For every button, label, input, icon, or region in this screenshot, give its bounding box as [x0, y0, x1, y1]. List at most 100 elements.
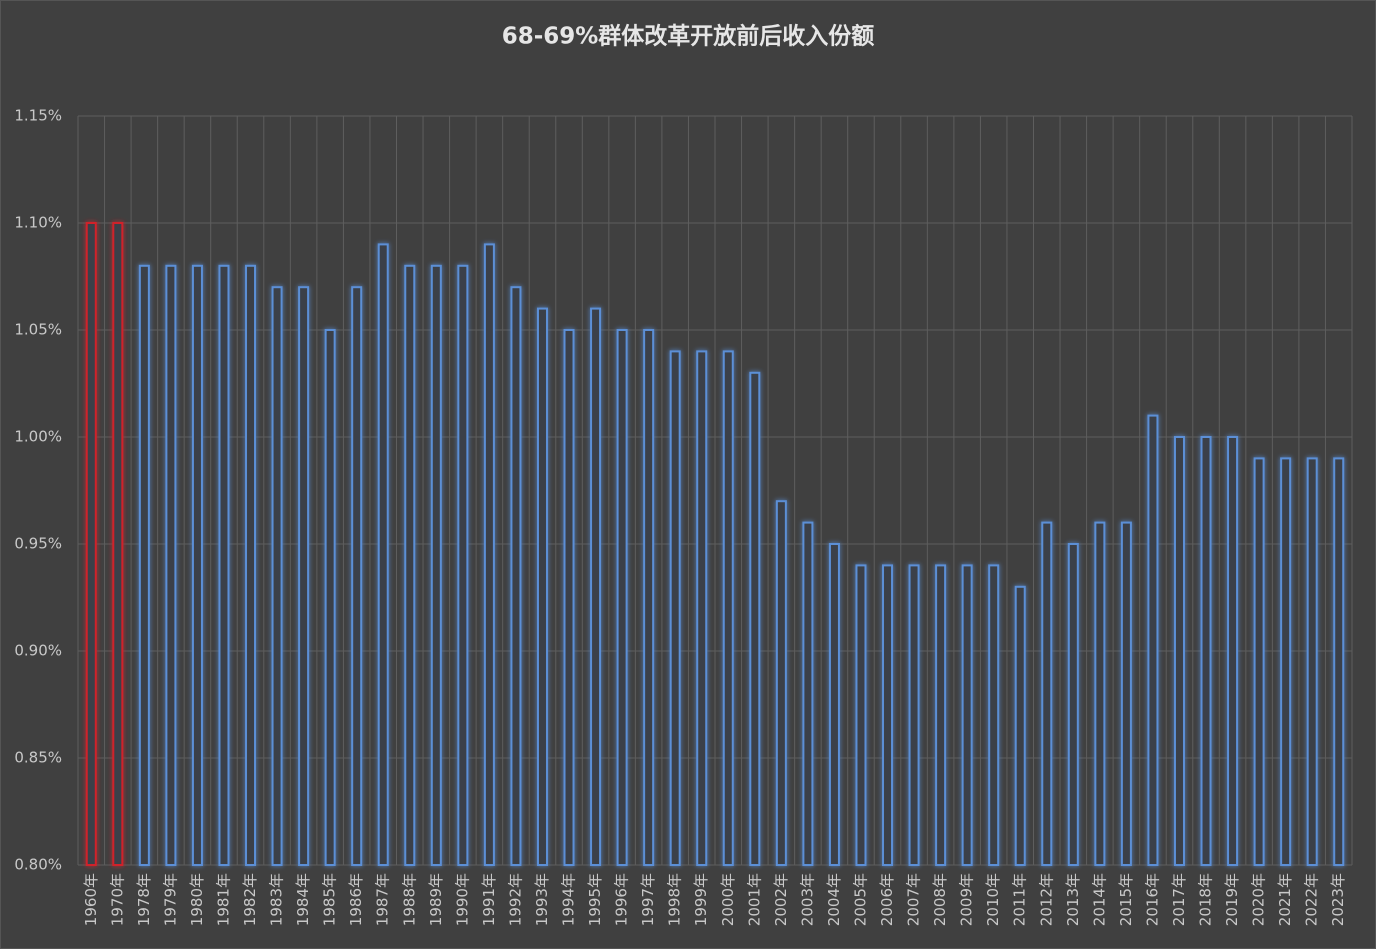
bar	[536, 307, 548, 867]
x-tick-label: 2012年	[1037, 873, 1055, 926]
bar	[935, 564, 947, 867]
bar	[165, 264, 177, 866]
x-tick-label: 2017年	[1170, 873, 1188, 926]
bar	[988, 564, 1000, 867]
bar	[1120, 521, 1132, 866]
x-tick-label: 1990年	[453, 873, 471, 926]
bar	[1067, 543, 1079, 866]
x-tick-label: 1985年	[321, 873, 339, 926]
bar	[85, 222, 97, 866]
bar	[855, 564, 867, 867]
x-tick-label: 2000年	[719, 873, 737, 926]
x-tick-label: 2015年	[1117, 873, 1135, 926]
y-tick-label: 0.95%	[14, 535, 62, 553]
x-tick-label: 1995年	[586, 873, 604, 926]
bar	[1041, 521, 1053, 866]
bar	[430, 264, 442, 866]
y-tick-label: 1.05%	[14, 321, 62, 339]
x-tick-label: 2013年	[1064, 873, 1082, 926]
x-tick-label: 1989年	[427, 873, 445, 926]
bar	[828, 543, 840, 866]
bar	[563, 329, 575, 866]
x-tick-label: 2011年	[1011, 873, 1029, 926]
bar	[324, 329, 336, 866]
x-tick-label: 1986年	[347, 873, 365, 926]
x-tick-label: 1992年	[506, 873, 524, 926]
bar	[1280, 457, 1292, 866]
bar	[1094, 521, 1106, 866]
x-tick-label: 2006年	[878, 873, 896, 926]
bar	[483, 243, 495, 866]
x-tick-label: 1999年	[692, 873, 710, 926]
x-tick-label: 2009年	[958, 873, 976, 926]
bar	[404, 264, 416, 866]
bar	[377, 243, 389, 866]
x-tick-label: 2019年	[1223, 873, 1241, 926]
x-tick-label: 2023年	[1329, 873, 1347, 926]
bar	[590, 307, 602, 867]
x-tick-label: 2016年	[1143, 873, 1161, 926]
x-tick-label: 1993年	[533, 873, 551, 926]
bar	[749, 371, 761, 866]
bar	[696, 350, 708, 866]
x-tick-label: 1987年	[374, 873, 392, 926]
y-tick-label: 1.00%	[14, 428, 62, 446]
x-tick-label: 1983年	[268, 873, 286, 926]
x-tick-label: 2008年	[931, 873, 949, 926]
x-tick-label: 1978年	[135, 873, 153, 926]
bar	[1200, 436, 1212, 866]
x-tick-label: 1991年	[480, 873, 498, 926]
x-tick-label: 1981年	[214, 873, 232, 926]
x-tick-label: 1982年	[241, 873, 259, 926]
x-tick-label: 2014年	[1090, 873, 1108, 926]
bar	[218, 264, 230, 866]
x-tick-label: 2007年	[905, 873, 923, 926]
x-tick-label: 2005年	[851, 873, 869, 926]
bar	[271, 286, 283, 866]
x-tick-label: 2020年	[1250, 873, 1268, 926]
bar	[882, 564, 894, 867]
x-tick-label: 1994年	[560, 873, 578, 926]
chart-title: 68-69%群体改革开放前后收入份额	[502, 23, 875, 50]
x-tick-label: 1970年	[108, 873, 126, 926]
bar	[457, 264, 469, 866]
x-tick-label: 1996年	[613, 873, 631, 926]
x-tick-label: 2022年	[1303, 873, 1321, 926]
y-tick-label: 0.85%	[14, 749, 62, 767]
bar	[616, 329, 628, 866]
x-tick-label: 2010年	[984, 873, 1002, 926]
x-tick-label: 1979年	[161, 873, 179, 926]
bar	[775, 500, 787, 866]
bar	[1253, 457, 1265, 866]
bar	[669, 350, 681, 866]
x-tick-label: 1988年	[400, 873, 418, 926]
bar	[802, 521, 814, 866]
y-tick-label: 0.80%	[14, 856, 62, 874]
x-tick-label: 1980年	[188, 873, 206, 926]
x-tick-label: 1960年	[82, 873, 100, 926]
bar	[112, 222, 124, 866]
x-tick-label: 2004年	[825, 873, 843, 926]
bar	[722, 350, 734, 866]
bar	[908, 564, 920, 867]
x-tick-label: 1997年	[639, 873, 657, 926]
x-tick-label: 1984年	[294, 873, 312, 926]
x-tick-label: 1998年	[666, 873, 684, 926]
x-tick-label: 2021年	[1276, 873, 1294, 926]
bar	[1173, 436, 1185, 866]
bar	[961, 564, 973, 867]
y-tick-label: 0.90%	[14, 642, 62, 660]
y-tick-label: 1.10%	[14, 214, 62, 232]
x-tick-label: 2001年	[745, 873, 763, 926]
x-tick-label: 2018年	[1197, 873, 1215, 926]
bar	[1333, 457, 1345, 866]
bar	[245, 264, 257, 866]
bar	[1014, 585, 1026, 866]
bar	[191, 264, 203, 866]
bar	[1306, 457, 1318, 866]
bar	[1227, 436, 1239, 866]
x-tick-label: 2003年	[798, 873, 816, 926]
bar	[298, 286, 310, 866]
x-tick-label: 2002年	[772, 873, 790, 926]
